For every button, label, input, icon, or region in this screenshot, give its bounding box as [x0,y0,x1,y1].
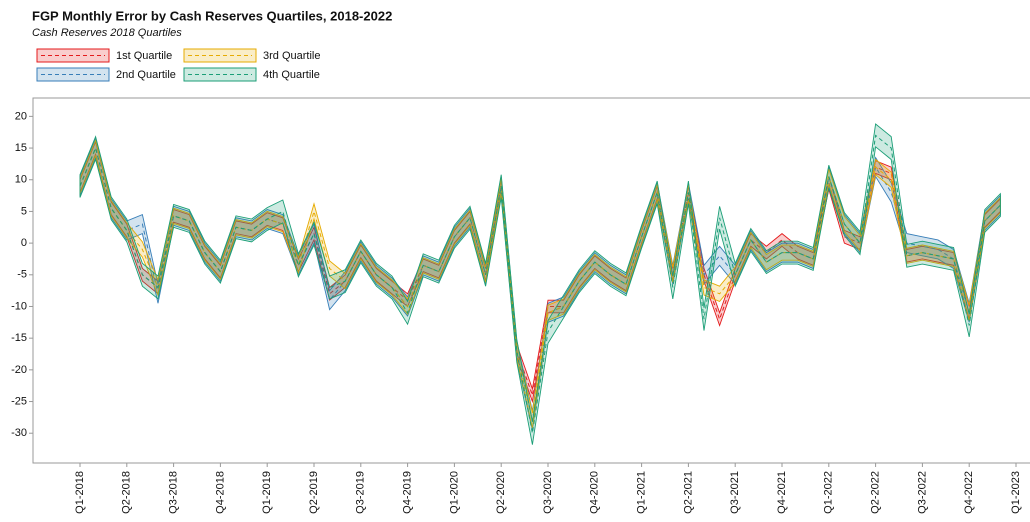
x-tick-label: Q1-2020 [448,471,460,514]
x-tick-label: Q4-2020 [589,471,601,514]
y-tick-label: -5 [17,269,27,281]
legend-label: 2nd Quartile [116,69,176,81]
y-tick-label: -30 [11,427,27,439]
x-tick-label: Q3-2020 [542,471,554,514]
y-tick-label: 0 [21,237,27,249]
x-tick-label: Q4-2019 [402,471,414,514]
chart-subtitle: Cash Reserves 2018 Quartiles [32,27,182,39]
x-tick-label: Q1-2023 [1010,471,1022,514]
plot-frame [32,97,1030,464]
x-tick-label: Q4-2022 [963,471,975,514]
x-tick-label: Q3-2022 [916,471,928,514]
x-tick-label: Q3-2018 [168,471,180,514]
y-tick-label: -25 [11,395,27,407]
series-line [79,134,1001,434]
error-band [79,123,1001,445]
x-tick-label: Q2-2018 [121,471,133,514]
y-tick-label: 20 [15,110,27,122]
legend-label: 4th Quartile [263,69,320,81]
x-tick-label: Q3-2021 [729,471,741,514]
x-tick-label: Q2-2019 [308,471,320,514]
x-tick-label: Q4-2018 [214,471,226,514]
x-tick-label: Q1-2018 [74,471,86,514]
legend-label: 3rd Quartile [263,50,320,62]
y-tick-label: -10 [11,300,27,312]
y-tick-label: -15 [11,332,27,344]
legend-label: 1st Quartile [116,50,172,62]
x-tick-label: Q3-2019 [355,471,367,514]
y-tick-label: 5 [21,205,27,217]
y-tick-label: 10 [15,174,27,186]
chart-title: FGP Monthly Error by Cash Reserves Quart… [32,8,392,23]
x-tick-label: Q2-2021 [682,471,694,514]
y-tick-label: -20 [11,364,27,376]
y-tick-label: 15 [15,142,27,154]
x-tick-label: Q1-2019 [261,471,273,514]
x-tick-label: Q4-2021 [776,471,788,514]
x-tick-label: Q2-2022 [870,471,882,514]
series-line [79,146,1001,421]
x-tick-label: Q1-2021 [636,471,648,514]
x-tick-label: Q2-2020 [495,471,507,514]
x-tick-label: Q1-2022 [823,471,835,514]
